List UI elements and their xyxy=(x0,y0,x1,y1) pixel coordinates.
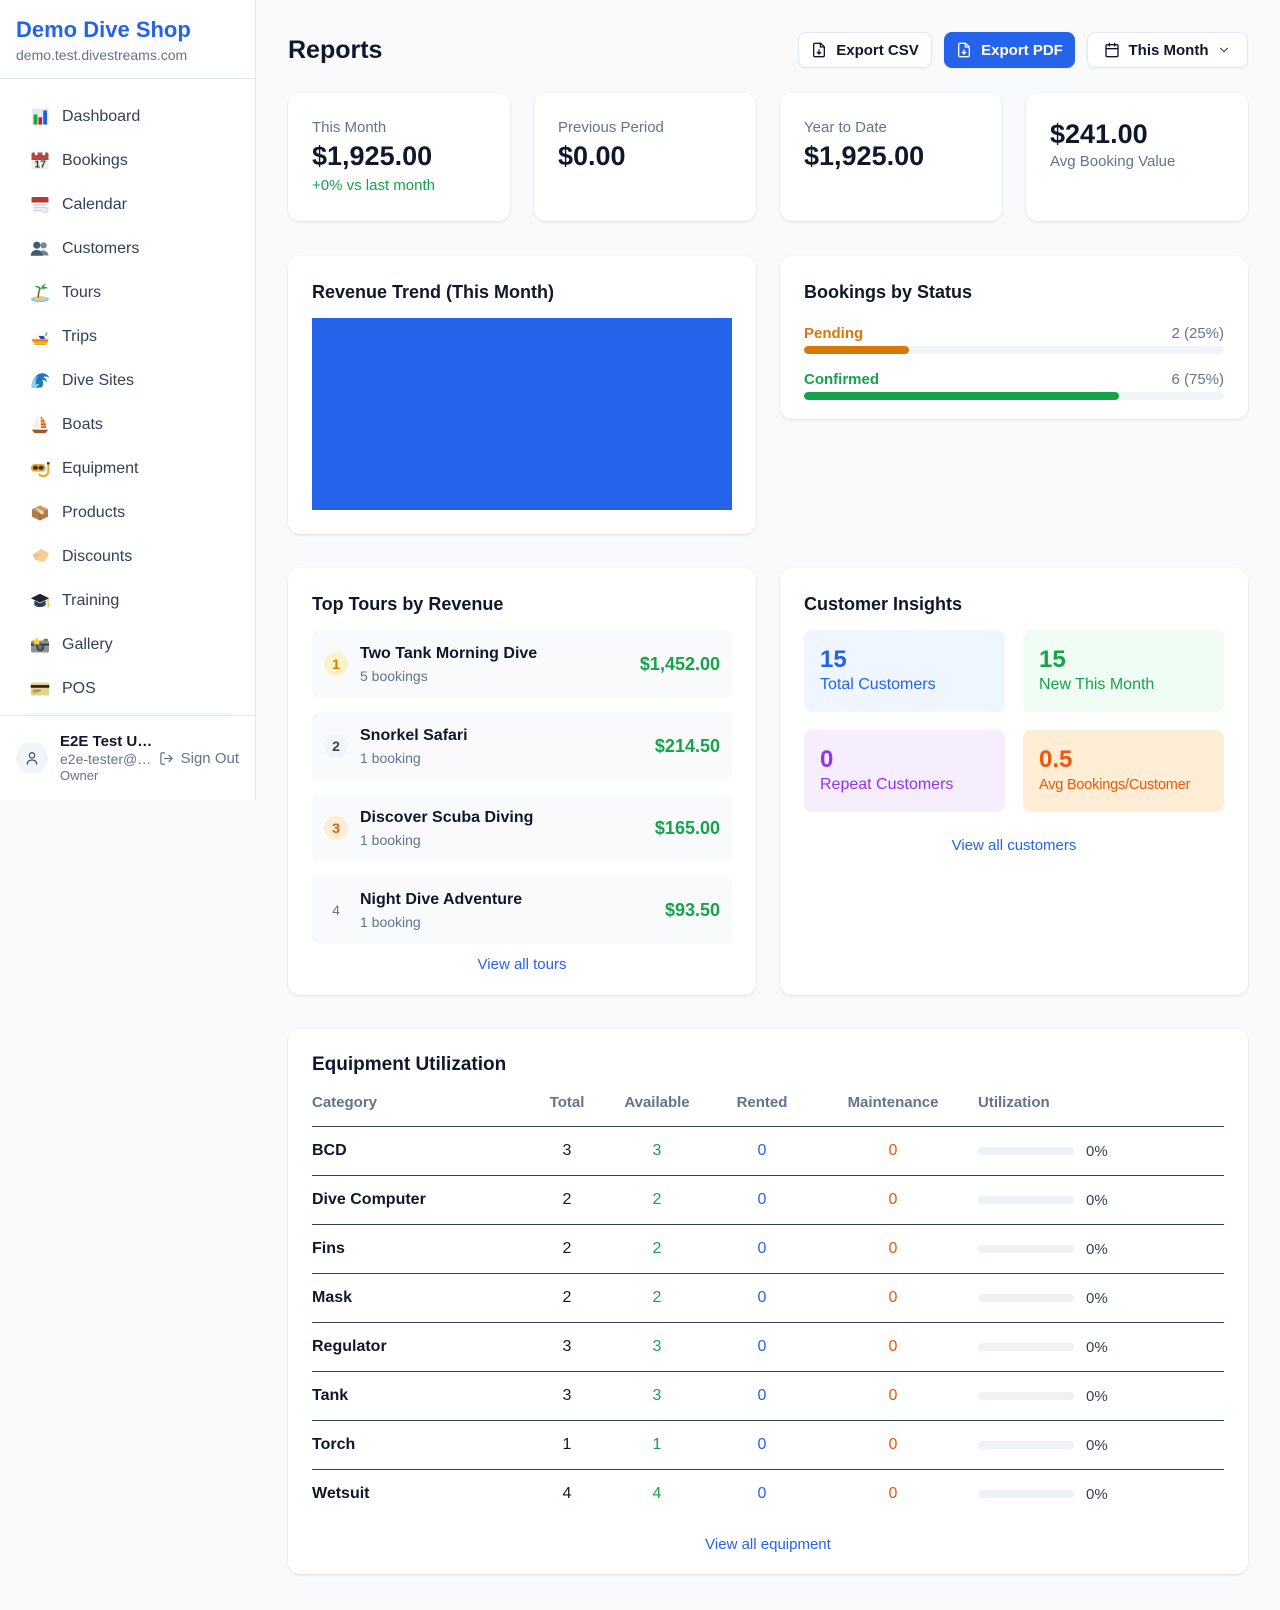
svg-text:17: 17 xyxy=(34,159,46,171)
